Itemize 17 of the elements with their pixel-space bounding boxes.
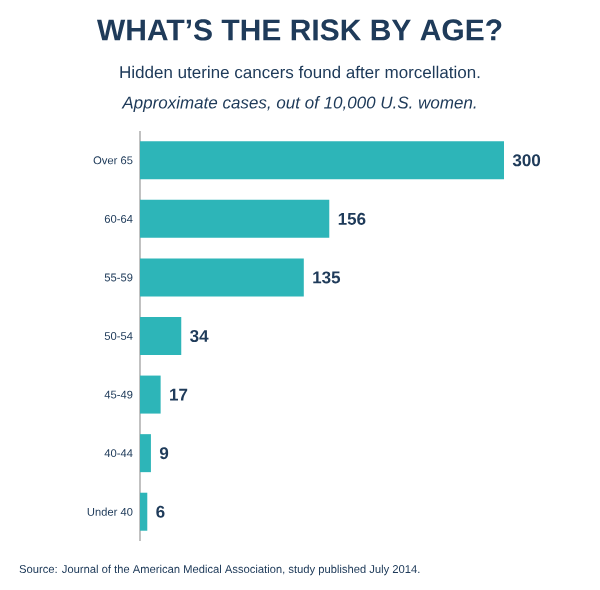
- bar: [140, 141, 504, 180]
- bar: [140, 375, 161, 414]
- chart-title: WHAT’S THE RISK BY AGE?: [96, 19, 502, 41]
- bar: [140, 434, 151, 473]
- bar: [140, 492, 148, 531]
- text: Approximate cases, out of 10,000 U.S. women.: [121, 96, 476, 112]
- data-label: 6: [156, 505, 165, 518]
- data-label: 156: [338, 212, 366, 225]
- data-label: 17: [170, 388, 188, 401]
- chart-subtitle: Hidden uterine cancers found after morcellation.: [120, 65, 480, 79]
- data-label: 135: [313, 271, 341, 284]
- data-label: 300: [512, 154, 541, 167]
- bar: [140, 317, 182, 356]
- data-label: 34: [190, 330, 209, 343]
- data-label: 9: [159, 447, 169, 460]
- bar: [140, 199, 330, 238]
- bar: [140, 258, 304, 297]
